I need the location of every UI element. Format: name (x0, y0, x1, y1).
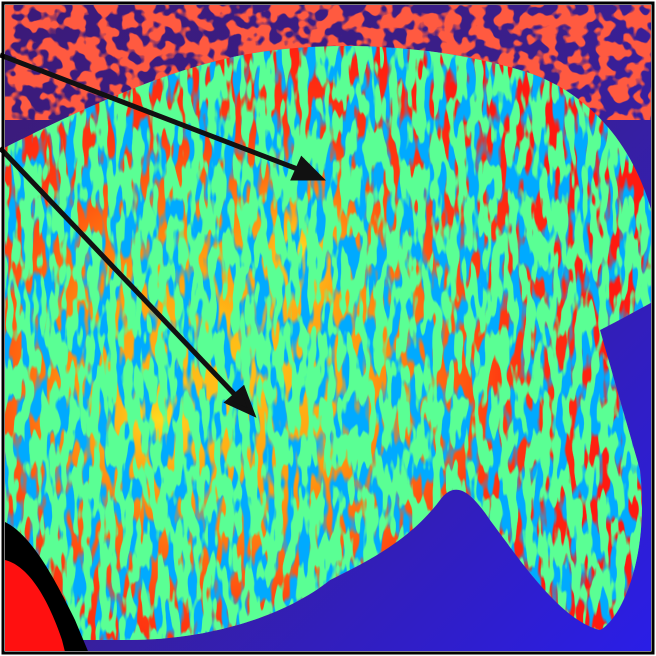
image-content (0, 0, 656, 656)
green-streaks (0, 46, 656, 640)
body: (() => { const data = JSON.parse(documen… (0, 0, 656, 656)
heatmap-image (0, 0, 656, 656)
page: {} html, body { margin: 0; padding: 0; w… (0, 0, 656, 656)
